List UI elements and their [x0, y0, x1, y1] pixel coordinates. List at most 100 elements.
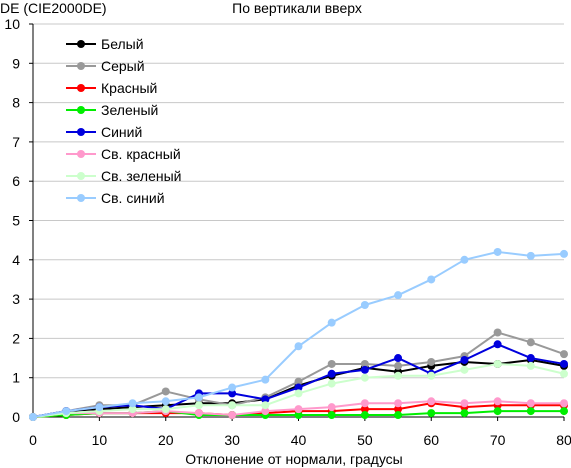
- data-point: [294, 405, 303, 414]
- data-point: [560, 359, 568, 368]
- x-tick-label: 60: [423, 432, 439, 448]
- y-tick-label: 10: [4, 16, 20, 32]
- data-point: [261, 395, 270, 404]
- data-point: [460, 255, 469, 264]
- data-point: [526, 354, 535, 363]
- legend-item: Зеленый: [66, 102, 158, 118]
- data-point: [360, 365, 369, 374]
- data-point: [427, 275, 436, 284]
- legend-swatch-marker: [77, 84, 85, 92]
- y-tick-label: 7: [12, 134, 20, 150]
- legend-label: Св. зеленый: [101, 168, 181, 184]
- x-tick-label: 20: [158, 432, 174, 448]
- data-point: [560, 249, 568, 258]
- x-tick-label: 10: [92, 432, 108, 448]
- data-point: [128, 405, 137, 414]
- data-point: [493, 328, 502, 337]
- x-tick-label: 50: [357, 432, 373, 448]
- legend-swatch-marker: [77, 172, 85, 180]
- data-point: [526, 251, 535, 260]
- gridlines: [33, 23, 564, 379]
- data-point: [261, 407, 270, 416]
- data-point: [228, 383, 237, 392]
- legend-swatch-marker: [77, 40, 85, 48]
- series-8: [29, 247, 568, 421]
- data-point: [261, 375, 270, 384]
- data-point: [161, 397, 170, 406]
- data-point: [560, 369, 568, 378]
- data-point: [460, 399, 469, 408]
- y-tick-label: 0: [12, 409, 20, 425]
- x-tick-labels: 0 10 20 30 40 50 60 70 80: [29, 432, 571, 448]
- data-point: [560, 407, 568, 416]
- y-tick-label: 4: [12, 252, 20, 268]
- data-point: [294, 389, 303, 398]
- y-tick-label: 6: [12, 173, 20, 189]
- legend-label: Белый: [101, 36, 144, 52]
- data-point: [427, 371, 436, 380]
- legend-swatch-marker: [77, 194, 85, 202]
- data-point: [327, 379, 336, 388]
- data-point: [261, 401, 270, 410]
- data-point: [327, 369, 336, 378]
- data-point: [294, 377, 303, 386]
- data-point: [460, 409, 469, 418]
- legend-label: Синий: [101, 124, 142, 140]
- data-point: [493, 340, 502, 349]
- data-point: [394, 405, 403, 414]
- legend-item: Красный: [66, 80, 157, 96]
- data-point: [427, 397, 436, 406]
- data-point: [493, 407, 502, 416]
- data-point: [493, 247, 502, 256]
- data-point: [493, 359, 502, 368]
- legend-label: Зеленый: [101, 102, 158, 118]
- data-point: [194, 401, 203, 410]
- data-point: [560, 350, 568, 359]
- data-point: [427, 409, 436, 418]
- data-point: [360, 359, 369, 368]
- data-point: [427, 357, 436, 366]
- data-point: [228, 411, 237, 420]
- legend-label: Св. синий: [101, 190, 165, 206]
- legend-swatch-marker: [77, 128, 85, 136]
- data-point: [360, 411, 369, 420]
- x-axis-title: Отклонение от нормали, градусы: [185, 451, 402, 467]
- data-point: [493, 397, 502, 406]
- data-point: [526, 361, 535, 370]
- y-tick-label: 1: [12, 370, 20, 386]
- legend-swatch-marker: [77, 150, 85, 158]
- y-tick-label: 2: [12, 330, 20, 346]
- x-tick-label: 0: [29, 432, 37, 448]
- data-point: [360, 405, 369, 414]
- data-point: [394, 361, 403, 370]
- x-tick-label: 30: [224, 432, 240, 448]
- data-point: [228, 389, 237, 398]
- legend-item: Св. зеленый: [66, 168, 181, 184]
- data-point: [360, 399, 369, 408]
- x-tick-label: 40: [291, 432, 307, 448]
- data-point: [394, 291, 403, 300]
- series-5: [29, 340, 568, 421]
- y-tick-label: 3: [12, 291, 20, 307]
- y-tick-labels: 0 1 2 3 4 5 6 7 8 9 10: [4, 16, 20, 425]
- data-point: [29, 413, 37, 421]
- data-point: [560, 399, 568, 408]
- data-point: [460, 365, 469, 374]
- legend-item: Серый: [66, 58, 145, 74]
- data-point: [394, 399, 403, 408]
- x-tick-label: 80: [556, 432, 571, 448]
- legend-label: Св. красный: [101, 146, 181, 162]
- y-axis-title: DE (CIE2000DE): [0, 0, 107, 16]
- series: [29, 247, 568, 421]
- legend-label: Серый: [101, 58, 145, 74]
- legend-item: Св. красный: [66, 146, 181, 162]
- chart-title: По вертикали вверх: [232, 0, 362, 16]
- data-point: [360, 300, 369, 309]
- data-point: [327, 318, 336, 327]
- y-tick-label: 9: [12, 55, 20, 71]
- data-point: [62, 407, 71, 416]
- data-point: [194, 393, 203, 402]
- data-point: [128, 399, 137, 408]
- x-tick-label: 70: [490, 432, 506, 448]
- data-point: [526, 399, 535, 408]
